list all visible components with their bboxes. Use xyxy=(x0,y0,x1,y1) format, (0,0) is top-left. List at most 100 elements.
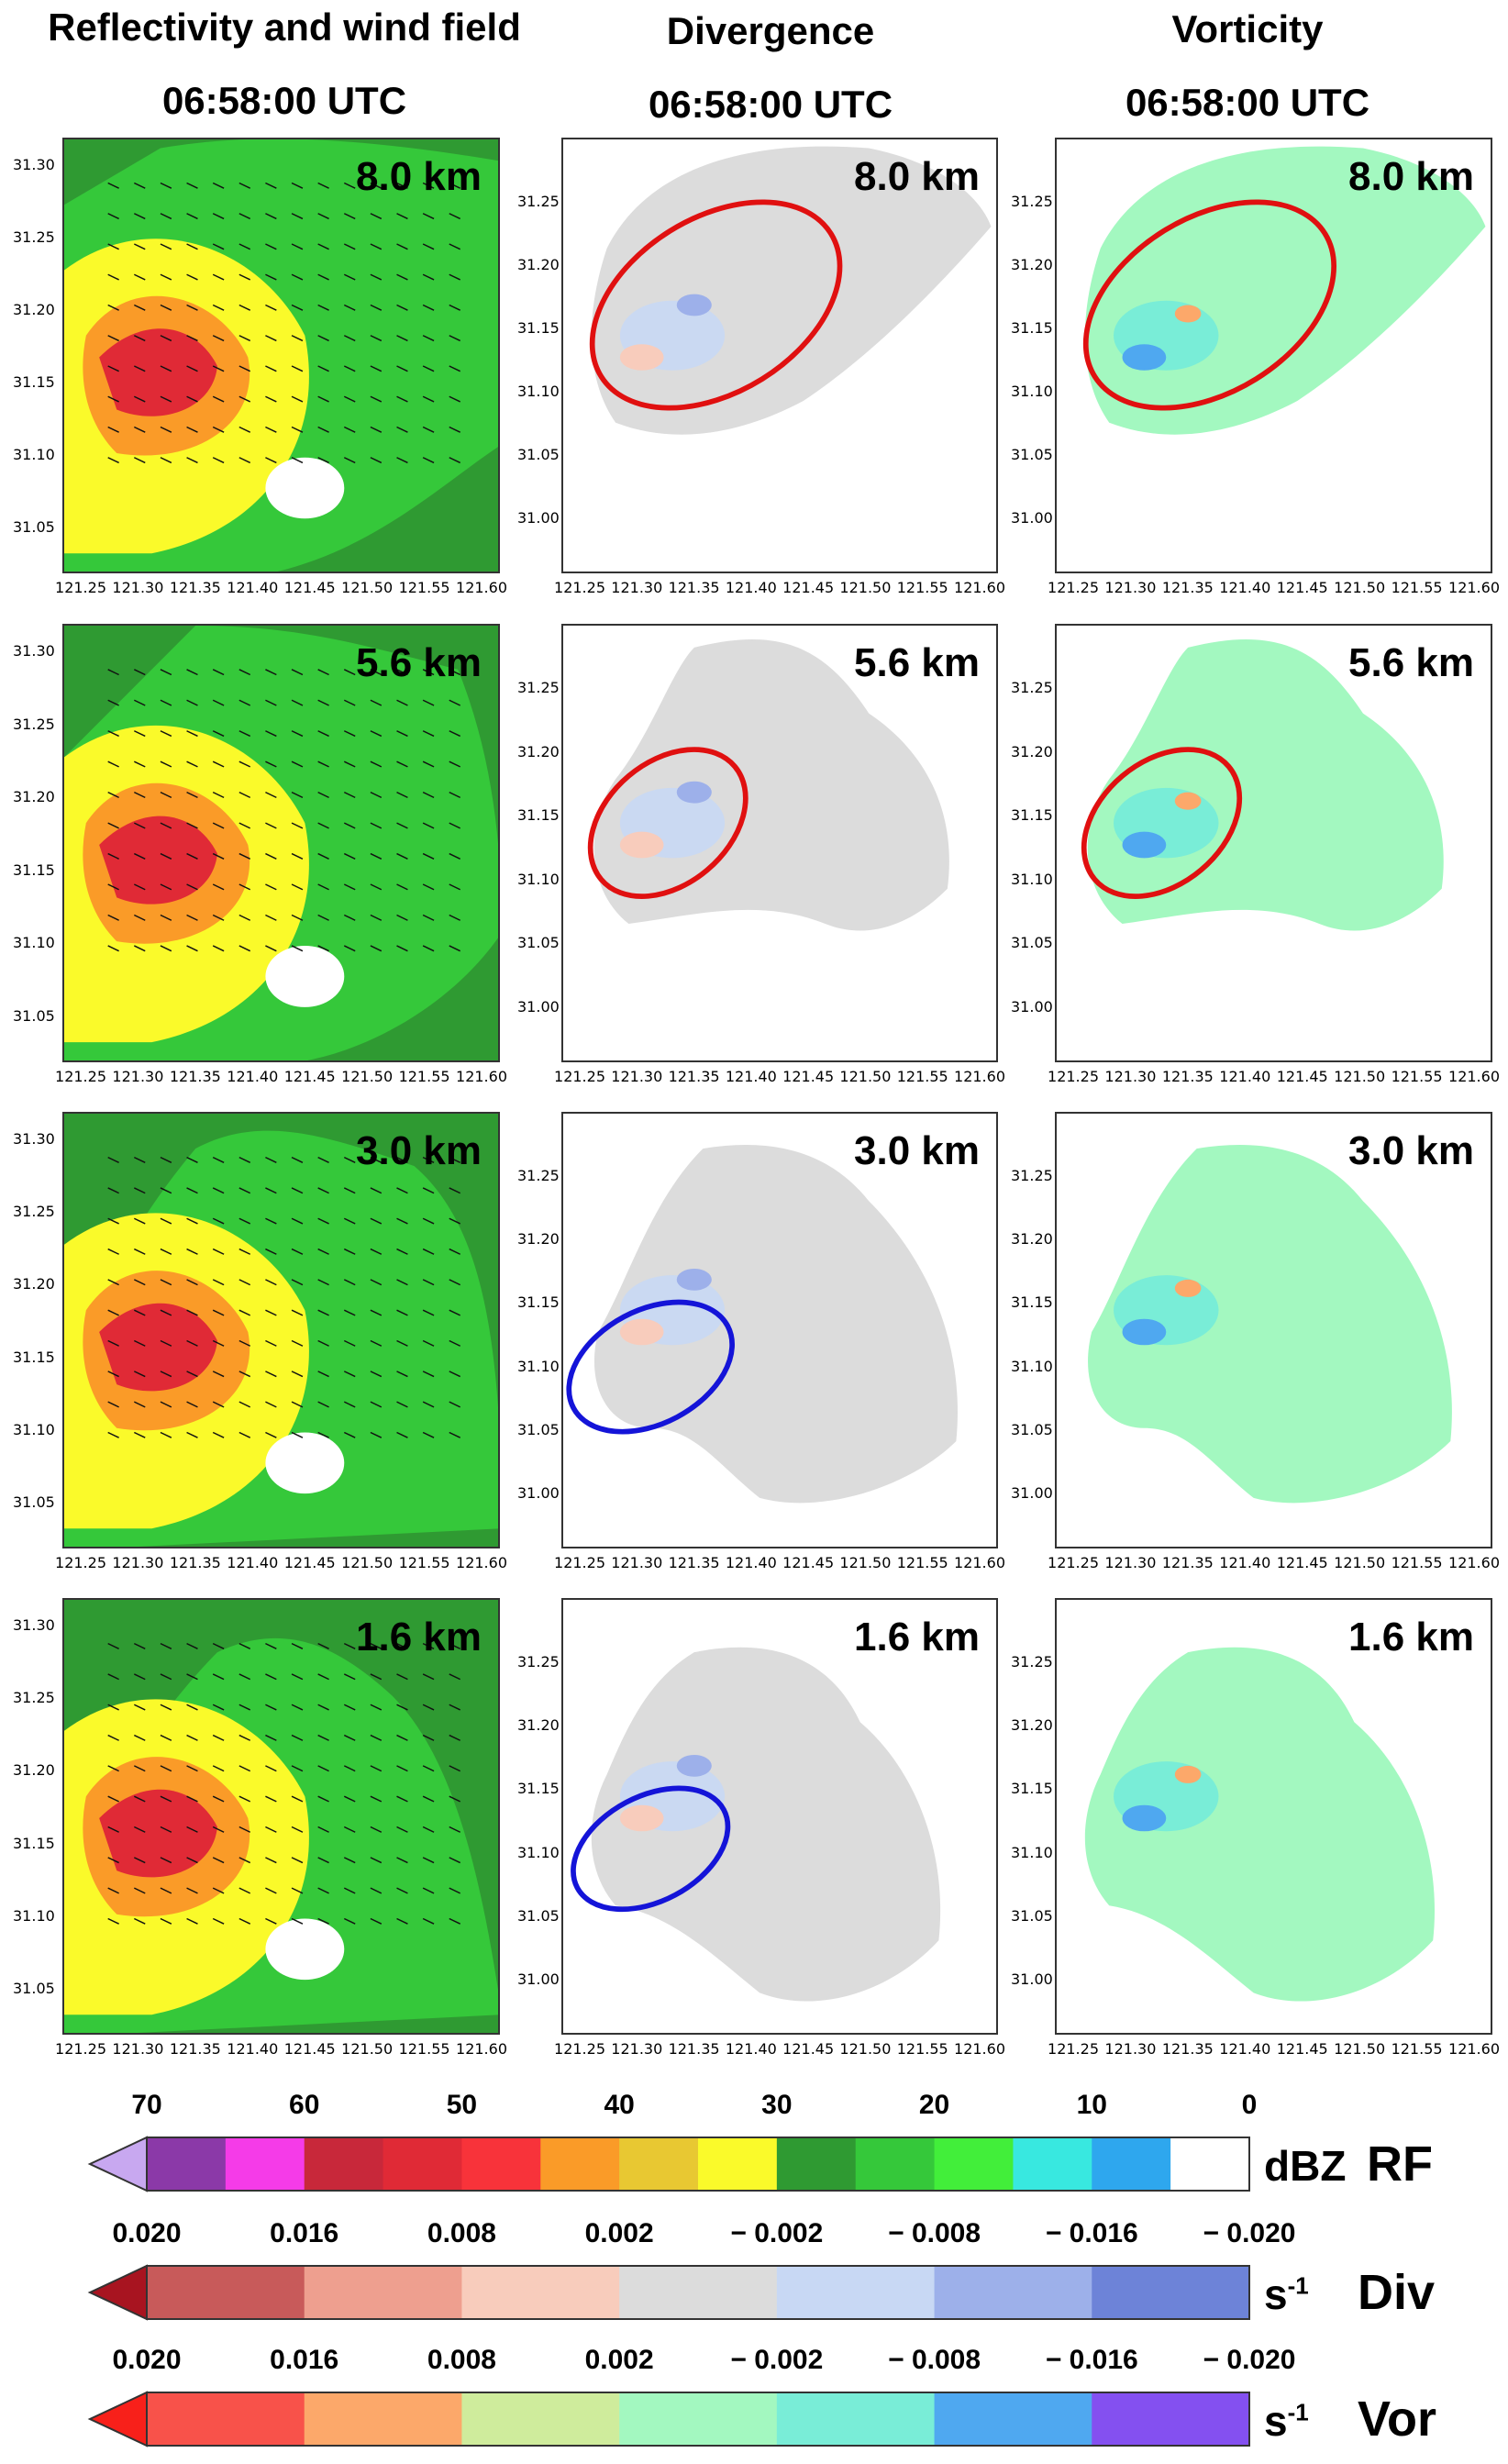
y-tick-label: 31.10 xyxy=(13,1420,55,1438)
colorbar-tick-label: − 0.008 xyxy=(888,2345,981,2375)
y-tick-label: 31.20 xyxy=(517,1716,560,1735)
colorbar-segment xyxy=(304,2266,462,2319)
x-tick-label: 121.40 xyxy=(227,1068,279,1085)
colorbar-tick-label: − 0.016 xyxy=(1045,2218,1138,2248)
x-tick-label: 121.50 xyxy=(341,579,394,596)
colorbar-segment xyxy=(698,2137,778,2191)
reflectivity-field xyxy=(64,626,498,1060)
x-tick-label: 121.40 xyxy=(227,1554,279,1571)
x-tick-label: 121.55 xyxy=(1391,1068,1443,1085)
colorbar-tick-label: 0.020 xyxy=(112,2345,182,2375)
x-tick-label: 121.25 xyxy=(554,579,605,596)
colorbar-unit: s-1 xyxy=(1264,2396,1309,2446)
colorbar-segment xyxy=(147,2392,305,2446)
y-tick-label: 31.25 xyxy=(517,1653,560,1670)
colorbar-rf xyxy=(87,2136,1250,2192)
x-tick-label: 121.55 xyxy=(1391,579,1443,596)
y-tick-label: 31.05 xyxy=(517,934,560,952)
y-tick-label: 31.10 xyxy=(13,1906,55,1925)
colorbar-segment xyxy=(619,2266,778,2319)
colorbar-tick-label: 70 xyxy=(131,2090,162,2120)
colorbar-tick-label: − 0.008 xyxy=(888,2218,981,2248)
y-tick-label: 31.05 xyxy=(13,1493,55,1511)
y-tick-label: 31.00 xyxy=(517,1484,560,1502)
x-tick-label: 121.30 xyxy=(611,1068,663,1085)
colorbar-segment xyxy=(304,2392,462,2446)
colorbar-unit-exponent: -1 xyxy=(1287,2271,1309,2300)
colorbar-unit-exponent: -1 xyxy=(1287,2398,1309,2426)
x-tick-label: 121.35 xyxy=(668,1068,720,1085)
y-tick-label: 31.15 xyxy=(13,860,55,879)
x-tick-label: 121.60 xyxy=(954,1068,1005,1085)
y-tick-label: 31.00 xyxy=(1011,998,1053,1016)
colorbar-unit-base: s xyxy=(1264,2270,1288,2318)
x-tick-label: 121.45 xyxy=(283,2040,336,2058)
x-tick-label: 121.30 xyxy=(1104,2040,1157,2058)
x-tick-label: 121.50 xyxy=(341,2040,394,2058)
x-tick-label: 121.35 xyxy=(169,1068,221,1085)
colorbar-name: Div xyxy=(1358,2265,1436,2320)
x-tick-label: 121.25 xyxy=(554,2040,605,2058)
y-tick-label: 31.00 xyxy=(1011,1970,1053,1988)
colorbar-segment xyxy=(1092,2137,1171,2191)
colorbar-tick-label: 0.008 xyxy=(427,2345,496,2375)
x-tick-label: 121.40 xyxy=(1219,579,1271,596)
colorbar-tick-label: 30 xyxy=(761,2090,793,2120)
colorbar-tick-label: 0.016 xyxy=(270,2218,339,2248)
y-tick-label: 31.10 xyxy=(517,383,560,400)
colorbar-segment xyxy=(1092,2266,1250,2319)
x-tick-label: 121.50 xyxy=(839,1554,892,1571)
y-tick-label: 31.20 xyxy=(13,788,55,806)
colorbar-tick-label: 50 xyxy=(446,2090,478,2120)
y-tick-label: 31.20 xyxy=(1011,742,1053,760)
y-tick-label: 31.05 xyxy=(517,1420,560,1438)
reflectivity-field xyxy=(64,139,498,572)
vorticity-panel: 8.0 km xyxy=(1055,138,1492,573)
divergence-field xyxy=(571,1647,941,2002)
y-tick-label: 31.20 xyxy=(1011,1230,1053,1249)
y-tick-label: 31.30 xyxy=(13,1616,55,1634)
x-tick-label: 121.55 xyxy=(398,1554,450,1571)
divergence-field xyxy=(589,146,992,435)
x-tick-label: 121.60 xyxy=(954,1554,1005,1571)
y-tick-label: 31.00 xyxy=(1011,509,1053,527)
vorticity-field xyxy=(1082,146,1486,435)
divergence-panel: 5.6 km xyxy=(561,624,998,1062)
x-tick-label: 121.35 xyxy=(169,2040,221,2058)
x-tick-label: 121.30 xyxy=(611,2040,663,2058)
x-tick-label: 121.25 xyxy=(1048,579,1099,596)
x-tick-label: 121.40 xyxy=(227,2040,279,2058)
vorticity-panel: 3.0 km xyxy=(1055,1112,1492,1548)
y-tick-label: 31.10 xyxy=(517,1843,560,1861)
x-tick-label: 121.30 xyxy=(112,1068,164,1085)
altitude-label: 8.0 km xyxy=(356,154,482,199)
y-tick-label: 31.30 xyxy=(13,642,55,660)
column-time-vorticity: 06:58:00 UTC xyxy=(1125,81,1370,124)
colorbar-tick-label: 0.008 xyxy=(427,2218,496,2248)
y-tick-label: 31.25 xyxy=(1011,1653,1053,1670)
colorbar-unit: s-1 xyxy=(1264,2270,1309,2319)
y-tick-label: 31.05 xyxy=(1011,1906,1053,1925)
y-tick-label: 31.15 xyxy=(13,1834,55,1852)
x-tick-label: 121.30 xyxy=(611,579,663,596)
column-title-vorticity: Vorticity xyxy=(1171,7,1324,50)
colorbar-tick-label: − 0.002 xyxy=(730,2218,824,2248)
colorbar-tick-label: 20 xyxy=(918,2090,950,2120)
x-tick-label: 121.45 xyxy=(1276,579,1328,596)
x-tick-label: 121.55 xyxy=(896,1068,948,1085)
x-tick-label: 121.60 xyxy=(1448,1068,1500,1085)
reflectivity-panel: 5.6 km xyxy=(62,624,500,1062)
altitude-label: 5.6 km xyxy=(356,640,482,685)
y-tick-label: 31.20 xyxy=(13,1761,55,1780)
y-tick-label: 31.05 xyxy=(1011,934,1053,952)
reflectivity-field xyxy=(64,1114,498,1547)
colorbar-tick-label: 10 xyxy=(1076,2090,1107,2120)
x-tick-label: 121.30 xyxy=(112,579,164,596)
y-tick-label: 31.15 xyxy=(1011,1293,1053,1312)
y-tick-label: 31.00 xyxy=(1011,1484,1053,1502)
x-tick-label: 121.30 xyxy=(1104,579,1157,596)
colorbar-segment xyxy=(934,2266,1092,2319)
divergence-field xyxy=(566,1144,958,1504)
x-tick-label: 121.25 xyxy=(554,1068,605,1085)
colorbar-segment xyxy=(1092,2392,1250,2446)
